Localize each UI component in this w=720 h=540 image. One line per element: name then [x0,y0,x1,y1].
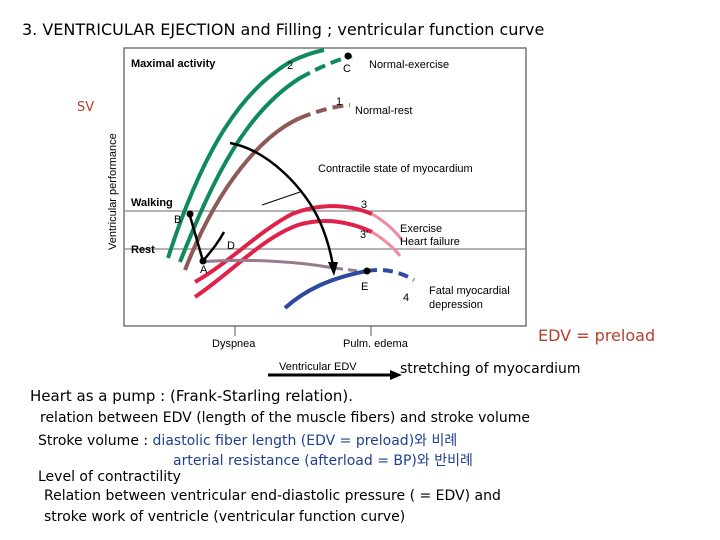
heart-failure-label: Heart failure [400,236,460,248]
stroke-volume-afterload: arterial resistance (afterload = BP)와 반비… [173,453,473,469]
plot-frame [123,47,527,327]
curve-3-exercise [194,204,373,284]
point-e [363,267,371,275]
contractile-label-leader [261,191,301,206]
exercise-label: Exercise [400,223,442,235]
transition-a-d [202,231,226,262]
x-axis-arrowhead [390,370,402,380]
stretching-note: stretching of myocardium [400,361,581,377]
heart-pump-heading: Heart as a pump : (Frank-Starling relati… [30,387,354,405]
dyspnea-label: Dyspnea [212,338,256,350]
point-a-label: A [200,264,208,276]
curve-3-number: 3 [361,199,367,211]
stroke-volume-prefix: Stroke volume : [38,433,153,449]
curve-3-faded-end [371,212,404,241]
stroke-volume-line: Stroke volume : diastolic fiber length (… [38,430,457,450]
fatal-depression-label-1: Fatal myocardial [429,285,510,297]
curve-1-normal-rest-dashed [299,103,351,120]
point-c [344,52,352,60]
curve-3p-faded-end [371,230,402,257]
contractile-state-arrow [229,141,336,273]
point-c-label: C [343,63,351,75]
stroke-work-line: stroke work of ventricle (ventricular fu… [44,509,406,525]
edv-relation-line: relation between EDV (length of the musc… [40,410,530,426]
curve-4-fatal-dashed [366,268,415,282]
curve-rest-depressed [199,258,335,270]
curve-c-normal-exercise [178,76,302,263]
point-d-label: D [227,240,235,252]
curve-4-fatal [283,269,368,310]
contractile-state-label: Contractile state of myocardium [318,163,473,175]
maximal-activity-label: Maximal activity [131,58,216,70]
curve-1-number: 1 [336,96,342,108]
curve-2-maximal [166,48,325,259]
sv-label: SV [77,100,95,115]
y-axis-label: Ventricular performance [107,133,119,250]
ventricular-function-figure: Maximal activity Walking Rest 2 C 1 3 3′… [107,47,527,380]
slide-title: 3. VENTRICULAR EJECTION and Filling ; ve… [22,20,545,39]
stroke-volume-preload: diastolic fiber length (EDV = preload)와 … [152,433,458,449]
rest-label: Rest [131,244,155,256]
walking-label: Walking [131,197,173,209]
point-b [186,210,194,218]
relation-line: Relation between ventricular end-diastol… [44,488,501,504]
contractile-arrowhead [328,262,338,276]
x-axis-label: Ventricular EDV [279,361,357,373]
curve-3p-heart-failure [193,219,373,299]
curve-2-number: 2 [287,60,293,72]
pulm-edema-label: Pulm. edema [343,338,409,350]
normal-rest-label: Normal-rest [355,105,412,117]
point-a [199,257,207,265]
normal-exercise-label: Normal-exercise [369,59,449,71]
point-e-label: E [361,281,368,293]
curve-3p-number: 3′ [360,229,368,241]
edv-preload-note: EDV = preload [538,326,656,345]
fatal-depression-label-2: depression [429,299,483,311]
contractility-line: Level of contractility [38,469,181,485]
transition-a-b [188,215,205,262]
point-b-label: B [174,214,181,226]
curve-4-number: 4 [403,292,409,304]
